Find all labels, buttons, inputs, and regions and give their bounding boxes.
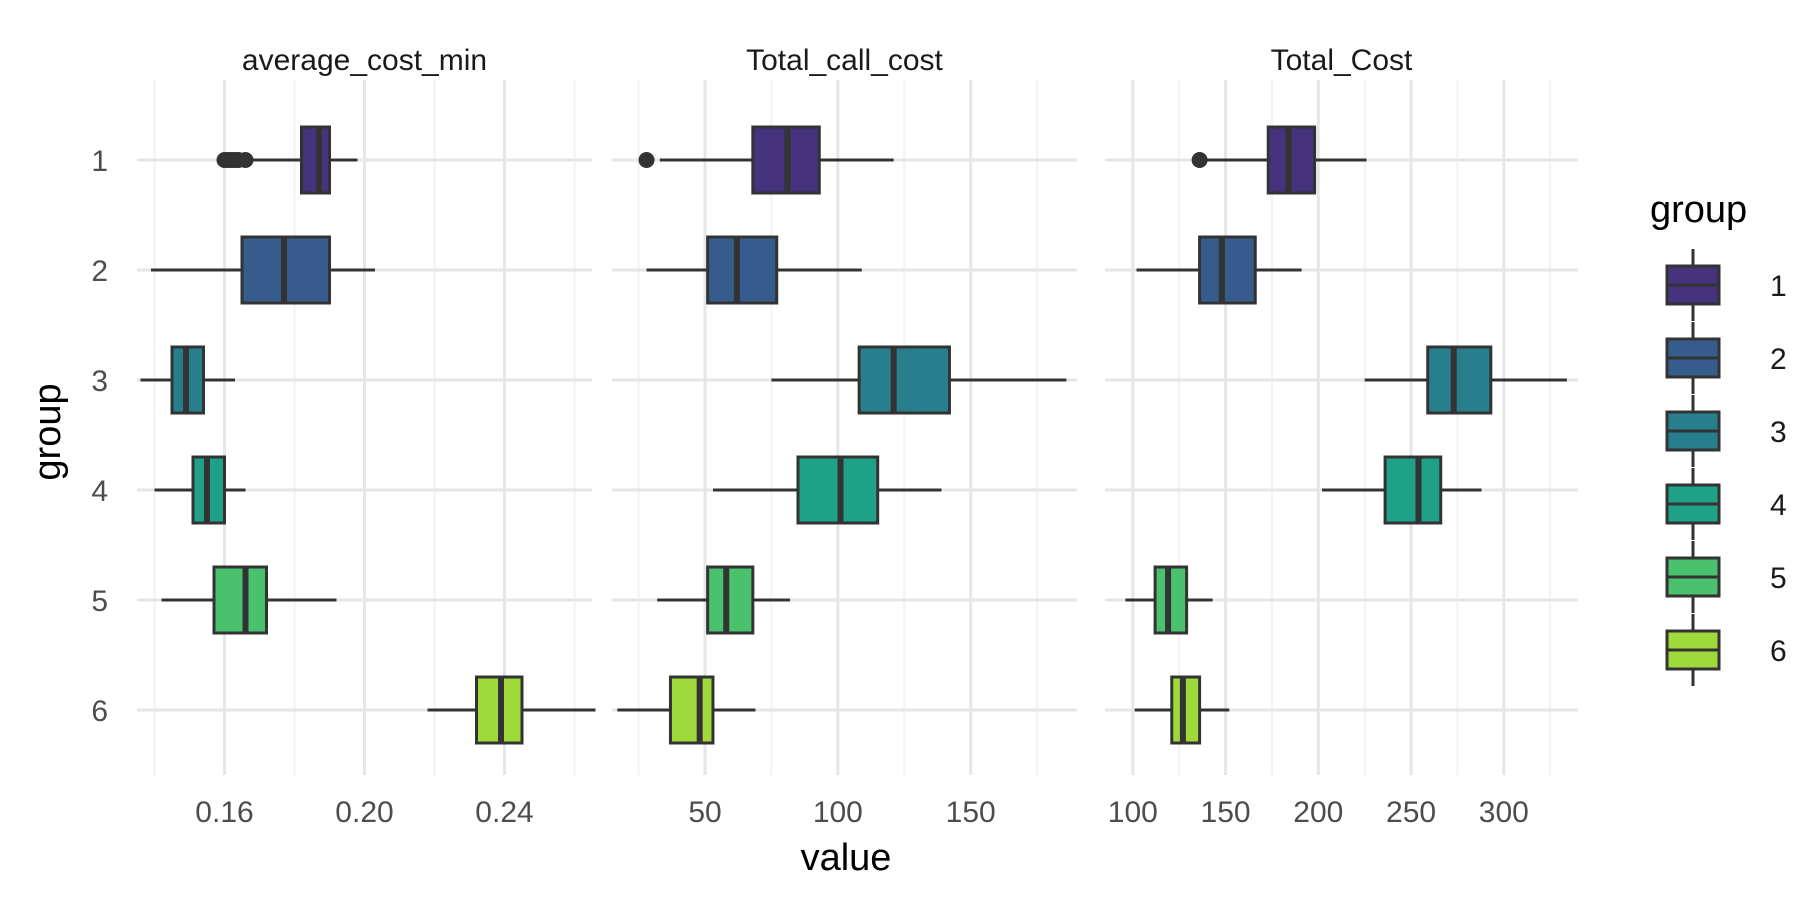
legend-label: 1 <box>1770 270 1787 303</box>
y-tick-label: 3 <box>91 365 108 398</box>
x-tick-label: 0.16 <box>195 796 253 829</box>
y-tick-label: 2 <box>91 255 108 288</box>
legend-item-1: 1 <box>1665 249 1787 321</box>
boxplot-group-4 <box>154 455 246 525</box>
x-tick-label: 150 <box>1201 796 1251 829</box>
legend-label: 5 <box>1770 562 1787 595</box>
boxplot-group-3 <box>771 345 1067 415</box>
panel-1: 50 100 150 Total_call_cost <box>612 44 1077 829</box>
boxplot-group-1 <box>1191 125 1367 195</box>
x-tick-label: 0.24 <box>475 796 533 829</box>
box <box>300 125 331 195</box>
panel-0: 0.16 0.20 0.24 average_cost_min <box>137 44 596 829</box>
y-tick-label: 4 <box>91 475 108 508</box>
box <box>706 235 779 305</box>
x-axis-title: value <box>801 837 892 879</box>
x-tick-label: 0.20 <box>335 796 393 829</box>
box <box>857 345 951 415</box>
x-tick-label: 150 <box>946 796 996 829</box>
legend-item-2: 2 <box>1665 322 1787 394</box>
outlier-point <box>237 152 254 168</box>
legend-item-4: 4 <box>1665 468 1787 540</box>
boxplot-group-4 <box>712 455 942 525</box>
box <box>1426 345 1493 415</box>
legend-item-6: 6 <box>1665 614 1787 686</box>
boxplot-group-6 <box>617 675 756 745</box>
legend-label: 6 <box>1770 635 1787 668</box>
x-tick-label: 200 <box>1293 796 1343 829</box>
y-tick-label: 5 <box>91 585 108 618</box>
y-tick-label: 6 <box>91 695 108 728</box>
facet-title: Total_Cost <box>1271 44 1413 77</box>
legend-item-3: 3 <box>1665 395 1787 467</box>
x-tick-label: 100 <box>1108 796 1158 829</box>
outlier-point <box>1191 152 1208 168</box>
boxplot-group-5 <box>161 565 337 635</box>
legend-title: group <box>1650 189 1747 231</box>
panel-2: 100 150 200 250 300 Total_Cost <box>1105 44 1578 829</box>
boxplot-group-6 <box>1134 675 1230 745</box>
box <box>212 565 268 635</box>
boxplot-group-2 <box>151 235 375 305</box>
outlier-point <box>638 152 655 168</box>
box <box>1383 455 1443 525</box>
boxplot-group-1 <box>216 125 358 195</box>
facet-title: average_cost_min <box>242 44 487 77</box>
boxplot-group-2 <box>1136 235 1302 305</box>
boxplot-group-3 <box>1364 345 1567 415</box>
boxplot-group-5 <box>657 565 791 635</box>
box <box>1198 235 1257 305</box>
box <box>668 675 715 745</box>
y-tick-label: 1 <box>91 145 108 178</box>
box <box>706 565 755 635</box>
boxplot-group-2 <box>646 235 862 305</box>
legend-label: 3 <box>1770 416 1787 449</box>
boxplot-group-6 <box>427 675 596 745</box>
y-axis-title: group <box>27 383 69 480</box>
x-tick-label: 50 <box>688 796 721 829</box>
legend-label: 4 <box>1770 489 1787 522</box>
x-tick-label: 300 <box>1479 796 1529 829</box>
boxplot-group-1 <box>638 125 894 195</box>
legend: group 1 2 3 4 5 6 <box>1650 189 1787 686</box>
facet-panels: 0.16 0.20 0.24 average_cost_min 50 100 150 Tota… <box>137 44 1578 829</box>
boxplot-group-5 <box>1125 565 1213 635</box>
legend-items: 1 2 3 4 5 6 <box>1665 249 1787 686</box>
legend-item-5: 5 <box>1665 541 1787 613</box>
boxplot-group-3 <box>140 345 235 415</box>
facet-title: Total_call_cost <box>746 44 943 77</box>
legend-label: 2 <box>1770 343 1787 376</box>
x-tick-label: 100 <box>813 796 863 829</box>
x-tick-label: 250 <box>1386 796 1436 829</box>
boxplot-group-4 <box>1322 455 1482 525</box>
y-axis: 1 2 3 4 5 6 <box>91 145 108 728</box>
